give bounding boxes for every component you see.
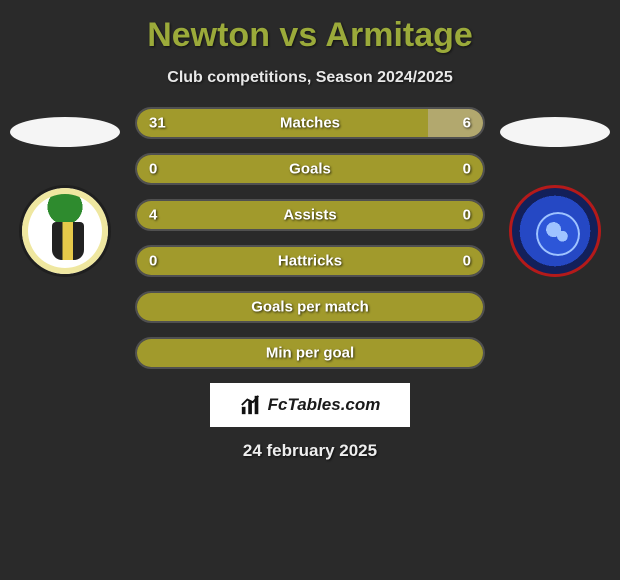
footer-date: 24 february 2025 xyxy=(0,441,620,461)
stat-label: Assists xyxy=(283,207,336,224)
fctables-link[interactable]: FcTables.com xyxy=(210,383,410,427)
stat-label: Goals per match xyxy=(251,299,369,316)
stat-left-value: 31 xyxy=(149,115,166,132)
stat-right-value: 0 xyxy=(463,161,471,178)
stat-right-value: 0 xyxy=(463,207,471,224)
stat-left-value: 0 xyxy=(149,161,157,178)
stat-right-value: 0 xyxy=(463,253,471,270)
stats-column: 31 Matches 6 0 Goals 0 4 Assists 0 xyxy=(135,107,485,369)
stat-label: Matches xyxy=(280,115,340,132)
page-title: Newton vs Armitage xyxy=(0,16,620,55)
right-player-column xyxy=(495,107,615,277)
right-player-silhouette xyxy=(500,117,610,147)
main-row: 31 Matches 6 0 Goals 0 4 Assists 0 xyxy=(0,107,620,369)
stat-right-value: 6 xyxy=(463,115,471,132)
left-player-silhouette xyxy=(10,117,120,147)
stat-bar-assists: 4 Assists 0 xyxy=(135,199,485,231)
stat-bar-goals: 0 Goals 0 xyxy=(135,153,485,185)
stat-label: Min per goal xyxy=(266,345,354,362)
left-club-badge xyxy=(19,185,111,277)
fctables-site-name: FcTables.com xyxy=(268,395,381,415)
stat-bar-goals-per-match: Goals per match xyxy=(135,291,485,323)
stat-label: Goals xyxy=(289,161,331,178)
stat-label: Hattricks xyxy=(278,253,342,270)
subtitle: Club competitions, Season 2024/2025 xyxy=(0,69,620,87)
stat-bar-hattricks: 0 Hattricks 0 xyxy=(135,245,485,277)
comparison-widget: Newton vs Armitage Club competitions, Se… xyxy=(0,0,620,461)
fctables-logo-icon xyxy=(240,394,262,416)
stat-bar-right-seg xyxy=(428,109,483,137)
stat-bar-matches: 31 Matches 6 xyxy=(135,107,485,139)
stat-left-value: 0 xyxy=(149,253,157,270)
stat-left-value: 4 xyxy=(149,207,157,224)
stat-bar-min-per-goal: Min per goal xyxy=(135,337,485,369)
right-club-badge xyxy=(509,185,601,277)
left-player-column xyxy=(5,107,125,277)
